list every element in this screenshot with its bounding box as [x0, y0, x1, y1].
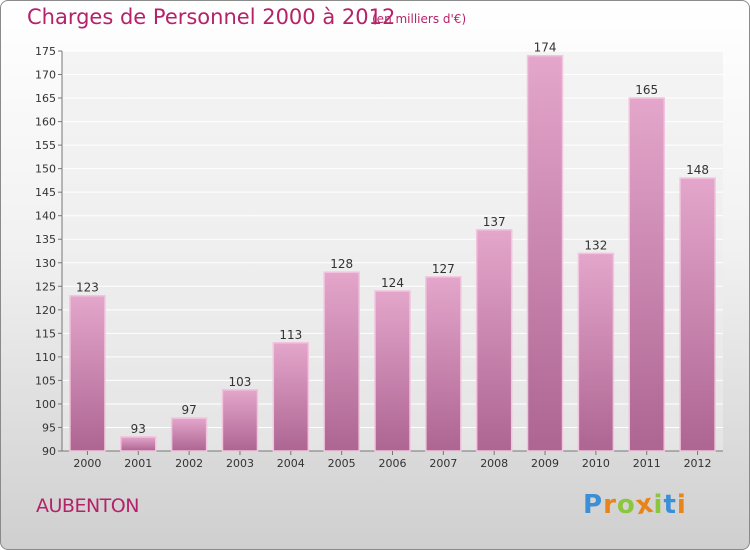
- logo-letter: t: [663, 490, 677, 520]
- bar: [69, 294, 106, 452]
- y-tick-label: 105: [35, 374, 56, 387]
- data-label: 128: [330, 257, 353, 271]
- y-tick-label: 165: [35, 92, 56, 105]
- data-label: 165: [635, 83, 658, 97]
- bar: [221, 389, 259, 452]
- x-tick-label: 2006: [379, 457, 407, 470]
- y-tick-label: 150: [35, 163, 56, 176]
- data-label: 132: [584, 238, 607, 252]
- x-tick-label: 2003: [226, 457, 254, 470]
- data-label: 124: [381, 276, 404, 290]
- x-tick-label: 2000: [73, 457, 101, 470]
- data-label: 123: [76, 281, 99, 295]
- x-tick-label: 2011: [633, 457, 661, 470]
- bar: [272, 342, 310, 452]
- x-tick-label: 2007: [429, 457, 457, 470]
- x-tick-label: 2012: [684, 457, 712, 470]
- data-label: 127: [432, 262, 455, 276]
- data-label: 148: [686, 163, 709, 177]
- y-tick-label: 135: [35, 233, 56, 246]
- bar: [120, 436, 157, 452]
- chart-title: Charges de Personnel 2000 à 2012: [27, 5, 396, 29]
- data-label: 93: [131, 422, 146, 436]
- data-label: 103: [229, 375, 252, 389]
- y-tick-label: 145: [35, 186, 56, 199]
- proxiti-logo: Proxiti: [583, 489, 687, 522]
- bar: [628, 97, 665, 452]
- y-tick-label: 115: [35, 327, 56, 340]
- bar: [323, 271, 360, 452]
- logo-letter: i: [676, 490, 687, 520]
- x-tick-label: 2004: [277, 457, 305, 470]
- bar: [577, 252, 615, 452]
- x-tick-label: 2002: [175, 457, 203, 470]
- logo-letter: P: [583, 490, 604, 520]
- data-label: 113: [279, 328, 302, 342]
- y-tick-label: 155: [35, 139, 56, 152]
- bar: [374, 290, 411, 452]
- commune-name: AUBENTON: [36, 495, 139, 517]
- y-tick-label: 140: [35, 210, 56, 223]
- y-tick-label: 100: [35, 398, 56, 411]
- x-tick-label: 2001: [124, 457, 152, 470]
- bar: [679, 177, 716, 452]
- y-tick-label: 125: [35, 280, 56, 293]
- bar: [170, 417, 208, 452]
- y-tick-label: 110: [35, 351, 56, 364]
- x-tick-label: 2005: [328, 457, 356, 470]
- data-label: 174: [534, 41, 557, 55]
- bar: [475, 229, 513, 452]
- y-tick-label: 95: [42, 421, 56, 434]
- x-tick-label: 2008: [480, 457, 508, 470]
- chart-subtitle: (en milliers d'€): [372, 12, 467, 26]
- data-label: 97: [181, 403, 196, 417]
- y-tick-label: 120: [35, 304, 56, 317]
- y-tick-label: 130: [35, 257, 56, 270]
- bar: [526, 54, 564, 452]
- data-label: 137: [483, 215, 506, 229]
- bar: [425, 276, 462, 452]
- x-tick-label: 2010: [582, 457, 610, 470]
- x-tick-label: 2009: [531, 457, 559, 470]
- logo-letter: o: [616, 490, 636, 520]
- y-tick-label: 175: [35, 45, 56, 58]
- logo-letter: r: [603, 490, 617, 520]
- logo-letter: i: [653, 490, 664, 520]
- y-tick-label: 160: [35, 116, 56, 129]
- y-tick-label: 90: [42, 445, 56, 458]
- y-tick-label: 170: [35, 69, 56, 82]
